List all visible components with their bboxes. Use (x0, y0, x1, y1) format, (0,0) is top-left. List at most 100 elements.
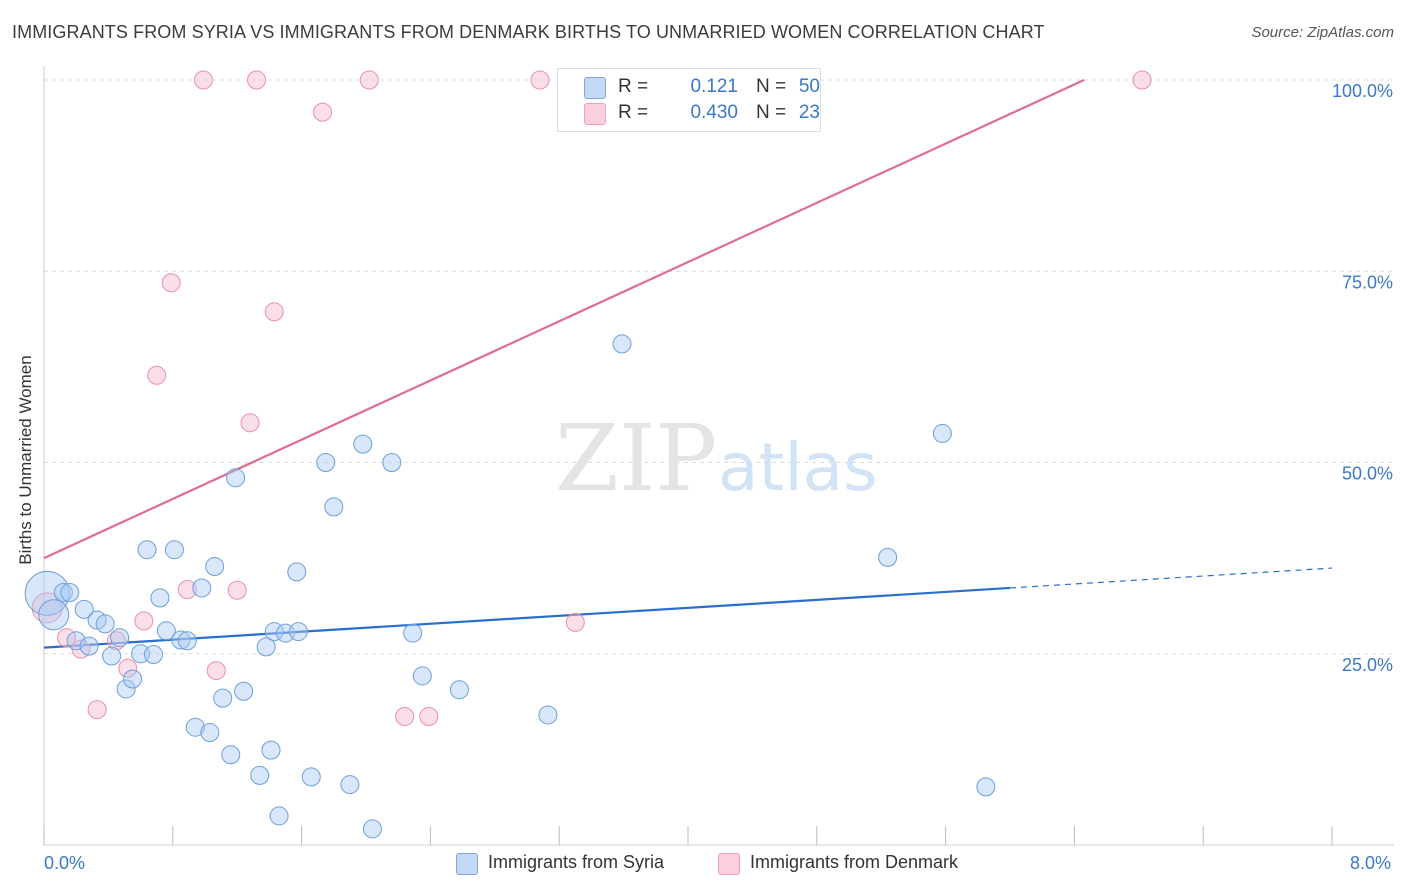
syria-point (205, 557, 225, 577)
syria-point (234, 681, 254, 701)
axes (43, 66, 1394, 846)
syria-point (171, 630, 191, 650)
syria-trend-line (43, 586, 1011, 649)
syria-point (412, 666, 432, 686)
syria-point (221, 745, 241, 765)
syria-point (185, 717, 205, 737)
denmark-point (247, 70, 267, 90)
syria-point (362, 819, 382, 839)
syria-point (287, 562, 307, 582)
syria-point (353, 434, 373, 454)
r-label: R = (618, 76, 649, 97)
source-label: Source: ZipAtlas.com (1251, 24, 1394, 41)
syria-point (250, 765, 270, 785)
syria-swatch (584, 77, 606, 99)
syria-point (192, 578, 212, 598)
syria-point (932, 423, 952, 443)
y-tick-label: 25.0% (1342, 655, 1393, 675)
denmark-point (31, 592, 63, 624)
y-tick-label: 100.0% (1332, 81, 1393, 101)
syria-point (878, 547, 898, 567)
denmark-swatch (718, 853, 740, 875)
denmark-point (565, 612, 585, 632)
syria-point (102, 646, 122, 666)
y-tick-labels: 25.0% 50.0% 75.0% 100.0% (1332, 81, 1393, 675)
legend-label: Immigrants from Syria (488, 852, 665, 872)
syria-point (612, 334, 632, 354)
syria-point (24, 570, 70, 616)
syria-point (95, 614, 115, 634)
denmark-point (193, 70, 213, 90)
denmark-point (118, 658, 138, 678)
y-tick-label: 50.0% (1342, 464, 1393, 484)
syria-point (74, 599, 94, 619)
syria-point (403, 623, 423, 643)
syria-point (200, 723, 220, 743)
syria-point (316, 453, 336, 472)
correlation-legend: R = 0.121 N = 50 R = 0.430 N = 23 (557, 68, 821, 132)
x-axis-min-label: 0.0% (44, 853, 86, 873)
r-value: 0.430 (690, 102, 738, 123)
n-label: N = (756, 76, 787, 97)
syria-point (38, 599, 70, 631)
syria-point (60, 583, 80, 603)
syria-point (123, 669, 143, 689)
n-label: N = (756, 102, 787, 123)
syria-point (66, 631, 86, 651)
syria-point (116, 679, 136, 699)
syria-point (164, 540, 184, 560)
denmark-point (87, 700, 107, 720)
gridlines (44, 79, 1394, 655)
syria-point (340, 775, 360, 795)
denmark-point (395, 706, 415, 726)
syria-point (53, 583, 73, 603)
syria-trend-extension (1009, 567, 1333, 589)
watermark-atlas: atlas (718, 429, 878, 506)
denmark-point (419, 706, 439, 726)
watermark: ZIP atlas (555, 405, 878, 512)
syria-point (288, 622, 308, 642)
y-axis-label: Births to Unmarried Women (16, 355, 35, 565)
syria-point (137, 540, 157, 560)
denmark-point (1132, 70, 1152, 90)
legend-label: Immigrants from Denmark (750, 852, 959, 872)
syria-point (79, 636, 99, 656)
syria-point (256, 637, 276, 657)
denmark-point (147, 365, 167, 385)
denmark-point (240, 413, 260, 433)
denmark-trend-line (43, 79, 1085, 560)
syria-point (449, 680, 469, 700)
r-label: R = (618, 102, 649, 123)
syria-point (150, 588, 170, 608)
syria-point (156, 621, 176, 641)
r-value: 0.121 (690, 76, 738, 97)
denmark-point (264, 302, 284, 322)
n-value: 50 (798, 76, 820, 97)
syria-point (976, 777, 996, 797)
syria-point (213, 688, 233, 708)
denmark-point (530, 70, 550, 90)
denmark-point (134, 611, 154, 631)
watermark-zip: ZIP (555, 405, 717, 512)
denmark-point (227, 580, 247, 600)
syria-point (143, 645, 163, 665)
denmark-point (177, 579, 197, 599)
syria-point (324, 497, 344, 517)
y-tick-label: 75.0% (1342, 272, 1393, 292)
denmark-point (106, 631, 126, 651)
syria-point (110, 628, 130, 648)
trend-lines (43, 79, 1333, 649)
n-value: 23 (798, 102, 820, 123)
denmark-swatch (584, 103, 606, 125)
syria-point (538, 705, 558, 725)
syria-point (382, 453, 402, 472)
x-axis-max-label: 8.0% (1350, 853, 1392, 873)
denmark-point (161, 273, 181, 293)
syria-point (177, 631, 197, 651)
chart-title: IMMIGRANTS FROM SYRIA VS IMMIGRANTS FROM… (12, 22, 1045, 42)
denmark-point (313, 102, 333, 122)
denmark-point (359, 70, 379, 90)
syria-point (261, 740, 281, 760)
syria-point (226, 468, 246, 488)
